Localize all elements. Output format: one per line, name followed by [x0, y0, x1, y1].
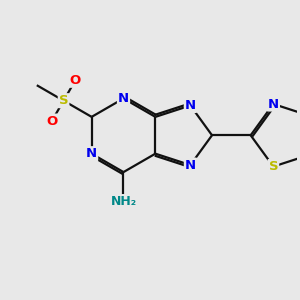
Text: O: O — [46, 115, 57, 128]
Text: N: N — [185, 99, 196, 112]
Text: S: S — [268, 160, 278, 173]
Text: O: O — [70, 74, 81, 87]
Text: N: N — [185, 159, 196, 172]
Text: S: S — [59, 94, 68, 107]
Text: N: N — [118, 92, 129, 105]
Text: NH₂: NH₂ — [110, 195, 136, 208]
Text: N: N — [268, 98, 279, 110]
Text: N: N — [86, 147, 97, 160]
